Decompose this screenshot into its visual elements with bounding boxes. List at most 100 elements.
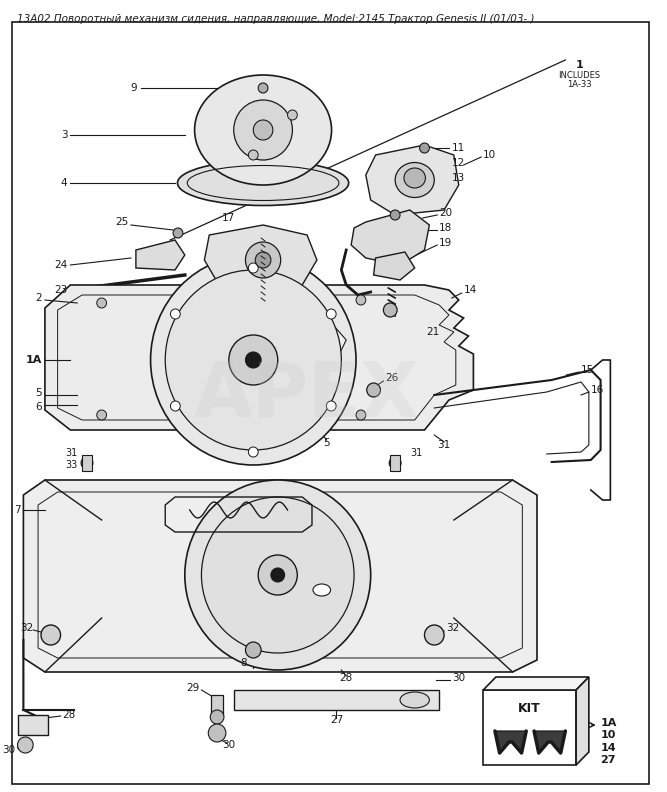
Text: 13: 13	[452, 173, 465, 183]
Circle shape	[151, 255, 356, 465]
Bar	[390, 455, 400, 471]
Circle shape	[253, 120, 273, 140]
Circle shape	[390, 457, 401, 469]
Circle shape	[233, 100, 292, 160]
Text: 32: 32	[446, 623, 460, 633]
Circle shape	[165, 270, 342, 450]
Text: 33: 33	[65, 460, 77, 470]
Text: 18: 18	[439, 223, 452, 233]
Text: 30: 30	[452, 673, 465, 683]
Text: 8: 8	[240, 658, 247, 668]
Polygon shape	[374, 252, 415, 280]
Circle shape	[81, 457, 93, 469]
Circle shape	[171, 309, 180, 319]
Circle shape	[248, 150, 258, 160]
Circle shape	[97, 298, 107, 308]
Bar	[483, 690, 576, 765]
Circle shape	[326, 401, 336, 411]
Circle shape	[17, 737, 33, 753]
Text: 21: 21	[426, 327, 440, 337]
Ellipse shape	[195, 75, 331, 185]
Text: 25: 25	[115, 217, 128, 227]
Circle shape	[245, 352, 261, 368]
Circle shape	[390, 210, 400, 220]
Text: 7: 7	[14, 505, 21, 515]
Circle shape	[356, 295, 366, 305]
Polygon shape	[366, 145, 459, 215]
Text: KIT: KIT	[518, 702, 540, 714]
Polygon shape	[136, 240, 185, 270]
Circle shape	[97, 410, 107, 420]
Text: 15: 15	[581, 365, 594, 375]
Circle shape	[258, 555, 297, 595]
Circle shape	[255, 252, 271, 268]
Text: 9: 9	[130, 83, 137, 93]
Text: 20: 20	[439, 208, 452, 218]
Circle shape	[245, 242, 281, 278]
Text: 1A
10
14
27: 1A 10 14 27	[600, 718, 617, 765]
Ellipse shape	[313, 584, 331, 596]
Circle shape	[229, 335, 277, 385]
Ellipse shape	[177, 161, 349, 205]
Circle shape	[248, 447, 258, 457]
Text: 12: 12	[452, 158, 465, 168]
Polygon shape	[495, 731, 526, 753]
Text: 3: 3	[61, 130, 67, 140]
Ellipse shape	[404, 168, 426, 188]
Circle shape	[248, 263, 258, 273]
Polygon shape	[351, 210, 430, 265]
Circle shape	[258, 83, 268, 93]
Bar	[82, 455, 92, 471]
Polygon shape	[195, 295, 346, 420]
Ellipse shape	[400, 692, 430, 708]
Circle shape	[424, 625, 444, 645]
Text: 30: 30	[222, 740, 235, 750]
Polygon shape	[45, 285, 474, 430]
Text: 6: 6	[35, 402, 42, 412]
Text: 11: 11	[452, 143, 465, 153]
Bar	[233, 690, 439, 710]
Polygon shape	[204, 225, 317, 295]
Text: APEX: APEX	[194, 358, 420, 432]
Text: 14: 14	[464, 285, 477, 295]
Polygon shape	[23, 480, 537, 672]
Text: 10: 10	[483, 150, 496, 160]
Text: INCLUDES: INCLUDES	[558, 71, 600, 80]
Circle shape	[245, 642, 261, 658]
Circle shape	[208, 724, 226, 742]
Text: 1: 1	[575, 60, 583, 70]
Text: 1A-33: 1A-33	[567, 80, 592, 89]
Text: 23: 23	[54, 285, 67, 295]
Circle shape	[41, 625, 61, 645]
Polygon shape	[483, 677, 589, 690]
Circle shape	[384, 303, 397, 317]
Circle shape	[173, 228, 183, 238]
Circle shape	[356, 410, 366, 420]
Text: 13A02 Поворотный механизм сидения, направляющие, Model:2145 Трактор Genesis II (: 13A02 Поворотный механизм сидения, напра…	[17, 14, 534, 24]
Circle shape	[171, 401, 180, 411]
Circle shape	[367, 383, 380, 397]
Circle shape	[210, 710, 224, 724]
Text: 27: 27	[329, 715, 343, 725]
Circle shape	[287, 110, 297, 120]
Text: 31: 31	[438, 440, 451, 450]
Text: 1A: 1A	[25, 355, 42, 365]
Text: 17: 17	[222, 213, 235, 223]
Text: 24: 24	[54, 260, 67, 270]
Text: 31: 31	[65, 448, 77, 458]
Ellipse shape	[395, 162, 434, 197]
Text: 5: 5	[323, 438, 330, 448]
Circle shape	[271, 568, 285, 582]
Text: 4: 4	[61, 178, 67, 188]
Text: 29: 29	[186, 683, 199, 693]
Text: 2: 2	[35, 293, 42, 303]
Circle shape	[326, 309, 336, 319]
Text: 31: 31	[410, 448, 422, 458]
Bar	[19, 715, 48, 735]
Text: 28: 28	[340, 673, 353, 683]
Text: 5: 5	[35, 388, 42, 398]
Circle shape	[201, 497, 354, 653]
Text: 26: 26	[386, 373, 399, 383]
Polygon shape	[576, 677, 589, 765]
Circle shape	[420, 143, 430, 153]
